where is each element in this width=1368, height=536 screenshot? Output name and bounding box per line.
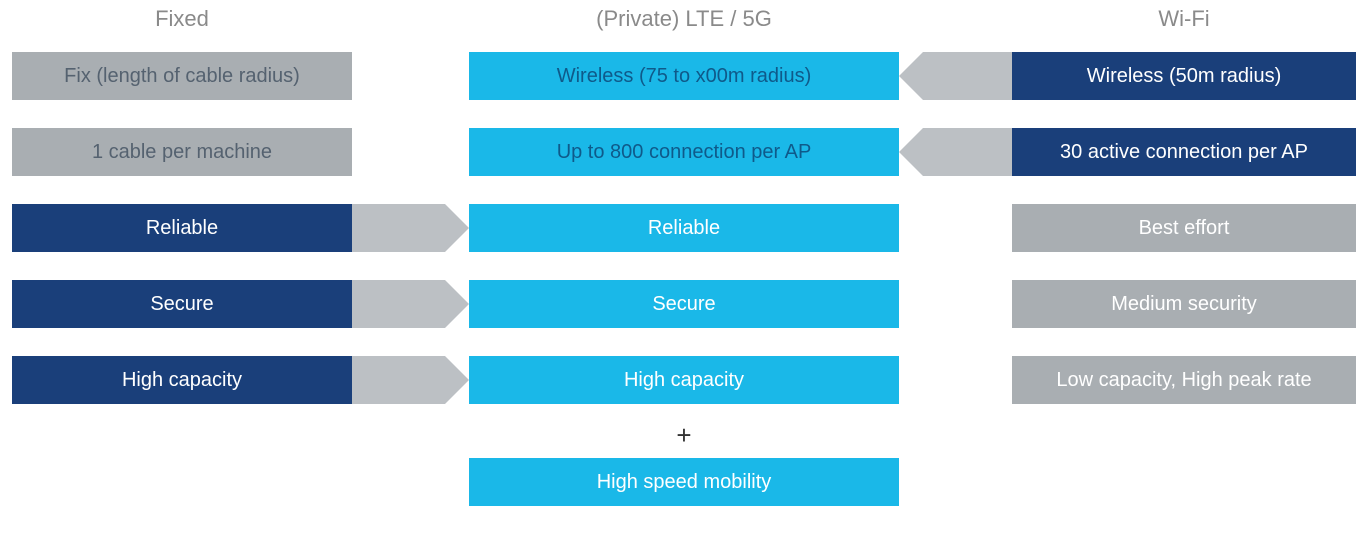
cell-wifi-label: Medium security [1111,293,1257,316]
arrow-left-icon [899,128,1012,176]
cell-wifi-label: Wireless (50m radius) [1087,65,1281,88]
cell-wifi-label: 30 active connection per AP [1060,141,1308,164]
comparison-row: Fix (length of cable radius) Wireless (75… [0,52,1368,100]
arrow-right-icon [352,280,469,328]
cell-fixed-label: Fix (length of cable radius) [64,65,300,88]
cell-lte-extra-label: High speed mobility [597,471,772,494]
cell-wifi-label: Low capacity, High peak rate [1056,369,1311,392]
comparison-row: High capacity High capacity Low capacity, … [0,356,1368,404]
cell-wifi: Best effort [1012,204,1356,252]
header-lte: (Private) LTE / 5G [469,6,899,32]
comparison-row: Secure Secure Medium security [0,280,1368,328]
cell-fixed: 1 cable per machine [12,128,352,176]
header-wifi-label: Wi-Fi [1158,6,1209,31]
cell-fixed: Reliable [12,204,352,252]
plus-label: + [676,420,691,450]
header-wifi: Wi-Fi [1012,6,1356,32]
cell-lte-label: Up to 800 connection per AP [557,141,812,164]
cell-fixed: High capacity [12,356,352,404]
cell-lte: High capacity [469,356,899,404]
cell-wifi: 30 active connection per AP [1012,128,1356,176]
cell-fixed-label: Reliable [146,217,218,240]
cell-lte-label: Reliable [648,217,720,240]
cell-wifi: Low capacity, High peak rate [1012,356,1356,404]
cell-fixed-label: 1 cable per machine [92,141,272,164]
cell-wifi-label: Best effort [1139,217,1230,240]
arrow-right-icon [352,356,469,404]
cell-lte-extra: High speed mobility [469,458,899,506]
header-fixed: Fixed [12,6,352,32]
cell-fixed: Fix (length of cable radius) [12,52,352,100]
arrow-left-icon [899,52,1012,100]
cell-lte: Secure [469,280,899,328]
comparison-row: Reliable Reliable Best effort [0,204,1368,252]
cell-lte-label: High capacity [624,369,744,392]
header-lte-label: (Private) LTE / 5G [596,6,772,31]
cell-wifi: Wireless (50m radius) [1012,52,1356,100]
cell-fixed: Secure [12,280,352,328]
cell-lte: Reliable [469,204,899,252]
header-fixed-label: Fixed [155,6,209,31]
cell-lte: Wireless (75 to x00m radius) [469,52,899,100]
cell-lte-label: Secure [652,293,715,316]
cell-lte-label: Wireless (75 to x00m radius) [557,65,812,88]
cell-fixed-label: Secure [150,293,213,316]
cell-fixed-label: High capacity [122,369,242,392]
cell-wifi: Medium security [1012,280,1356,328]
cell-lte: Up to 800 connection per AP [469,128,899,176]
arrow-right-icon [352,204,469,252]
plus-symbol: + [469,420,899,451]
comparison-row: 1 cable per machine Up to 800 connection … [0,128,1368,176]
